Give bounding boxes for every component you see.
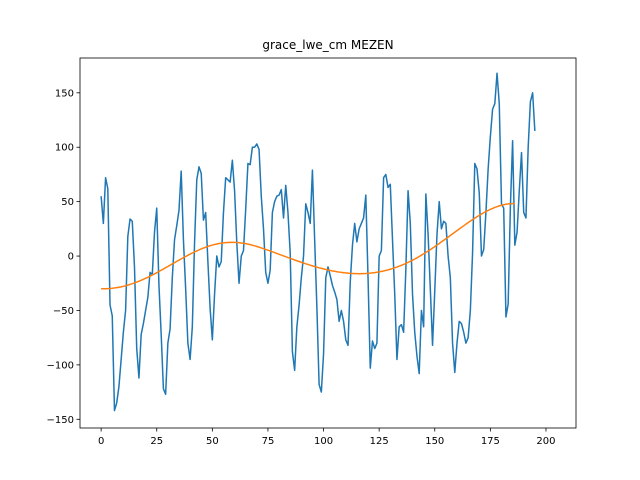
chart-title: grace_lwe_cm MEZEN — [262, 38, 393, 52]
x-tick-label: 150 — [425, 436, 444, 447]
x-tick-label: 25 — [150, 436, 163, 447]
x-tick-label: 0 — [98, 436, 104, 447]
series-line-2 — [101, 202, 515, 290]
x-tick-label: 50 — [206, 436, 219, 447]
x-tick-label: 125 — [370, 436, 389, 447]
series-layer — [100, 72, 536, 412]
y-tick-label: 100 — [55, 143, 74, 154]
y-tick-label: 0 — [68, 252, 74, 263]
series-line-1 — [100, 72, 536, 412]
x-tick-label: 175 — [481, 436, 500, 447]
x-axis: 0 25 50 75 100 125 150 175 200 — [98, 428, 556, 447]
axes-frame — [79, 57, 577, 429]
x-tick-label: 100 — [314, 436, 333, 447]
y-tick-label: −100 — [47, 360, 74, 371]
x-tick-label: 200 — [536, 436, 555, 447]
y-tick-label: −150 — [47, 415, 74, 426]
x-tick-label: 75 — [262, 436, 275, 447]
y-tick-label: 150 — [55, 88, 74, 99]
y-axis: −150 −100 −50 0 50 100 150 — [47, 88, 80, 426]
y-tick-label: −50 — [53, 306, 74, 317]
y-tick-label: 50 — [61, 197, 74, 208]
